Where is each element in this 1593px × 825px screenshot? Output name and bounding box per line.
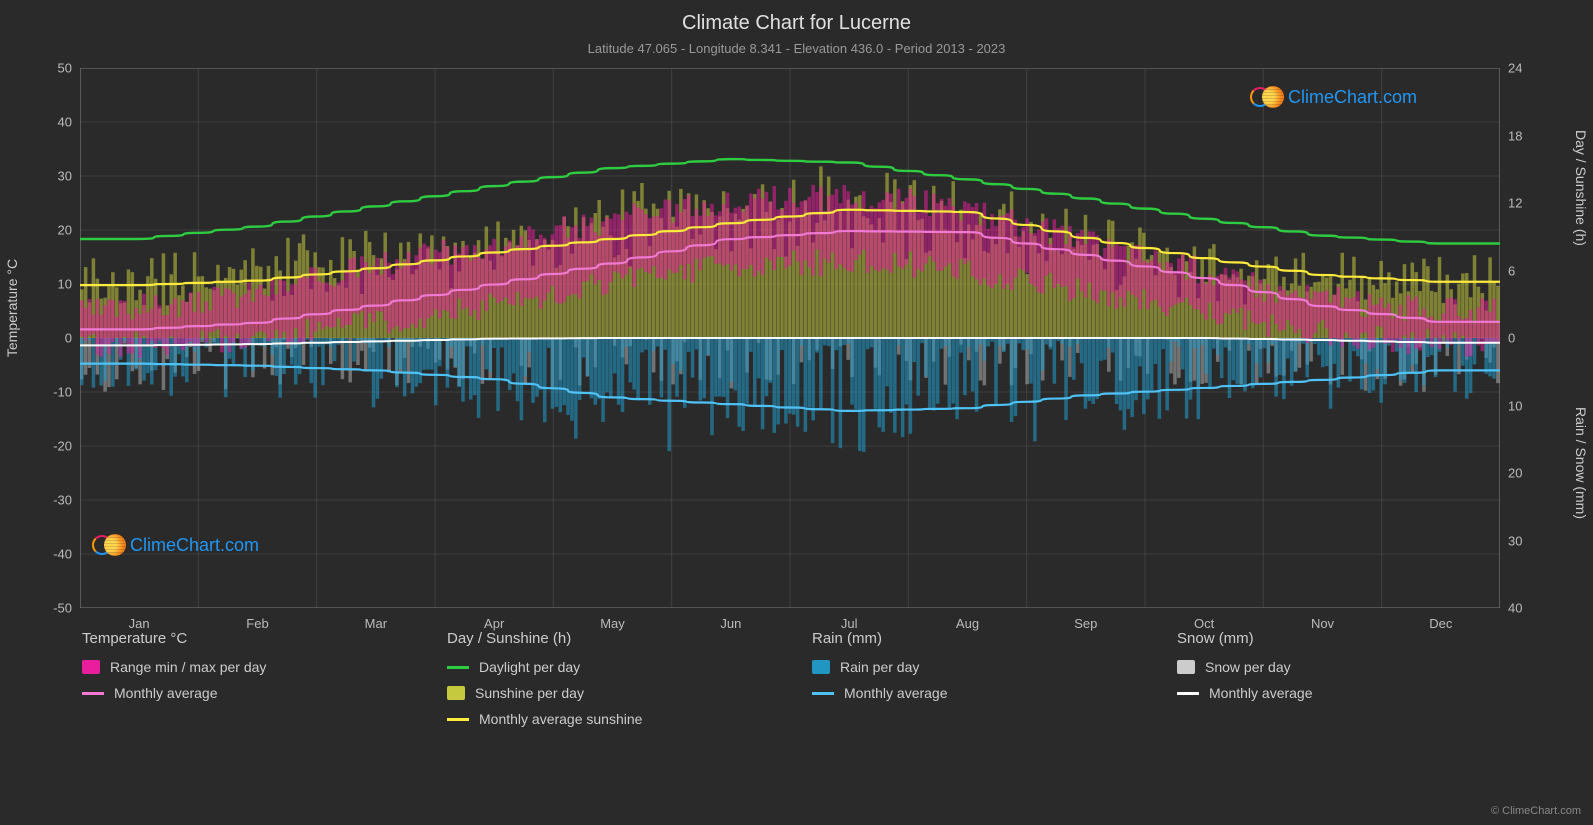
legend-item: Snow per day (1177, 659, 1502, 675)
y-tick-left: 10 (58, 277, 80, 292)
y-tick-right-hours: 0 (1500, 331, 1515, 346)
legend-title: Temperature °C (82, 630, 407, 647)
legend-column: Rain (mm) Rain per day Monthly average (812, 630, 1137, 737)
brand-logo-icon (92, 534, 126, 556)
y-tick-right-precip: 20 (1500, 466, 1522, 481)
y-tick-left: -50 (53, 601, 80, 616)
chart-subtitle: Latitude 47.065 - Longitude 8.341 - Elev… (0, 35, 1593, 56)
y-tick-left: 50 (58, 61, 80, 76)
x-tick-month: Nov (1311, 608, 1334, 631)
y-tick-left: 30 (58, 169, 80, 184)
legend-title: Snow (mm) (1177, 630, 1502, 647)
y-tick-left: -40 (53, 547, 80, 562)
y-tick-right-precip: 30 (1500, 533, 1522, 548)
legend-label: Monthly average (114, 685, 218, 701)
x-tick-month: Jan (129, 608, 150, 631)
watermark-bottom-left: ClimeChart.com (92, 534, 259, 556)
legend-item: Monthly average (812, 685, 1137, 701)
legend-swatch-icon (1177, 660, 1195, 674)
legend-item: Sunshine per day (447, 685, 772, 701)
x-tick-month: Oct (1194, 608, 1214, 631)
legend-column: Temperature °C Range min / max per day Mon… (82, 630, 407, 737)
x-tick-month: Jul (841, 608, 858, 631)
y-axis-right-label-top: Day / Sunshine (h) (1573, 130, 1589, 246)
y-axis-left-label: Temperature °C (4, 259, 20, 357)
legend-column: Snow (mm) Snow per day Monthly average (1177, 630, 1502, 737)
legend-swatch-icon (82, 660, 100, 674)
x-tick-month: Apr (484, 608, 504, 631)
legend-item: Monthly average sunshine (447, 711, 772, 727)
x-tick-month: Aug (956, 608, 979, 631)
legend-item: Range min / max per day (82, 659, 407, 675)
legend-item: Rain per day (812, 659, 1137, 675)
y-tick-right-hours: 18 (1500, 128, 1522, 143)
y-tick-left: -20 (53, 439, 80, 454)
y-axis-right-label-bottom: Rain / Snow (mm) (1573, 407, 1589, 519)
legend-label: Range min / max per day (110, 659, 266, 675)
watermark-top-right: ClimeChart.com (1250, 86, 1417, 108)
chart-plot-area: -50-40-30-20-100102030405006121824102030… (80, 68, 1500, 608)
legend-item: Monthly average (82, 685, 407, 701)
legend-swatch-icon (447, 686, 465, 700)
watermark-text: ClimeChart.com (130, 535, 259, 556)
x-tick-month: Sep (1074, 608, 1097, 631)
legend-label: Sunshine per day (475, 685, 584, 701)
chart-svg (80, 68, 1500, 608)
legend-label: Daylight per day (479, 659, 580, 675)
legend: Temperature °C Range min / max per day Mon… (82, 630, 1502, 737)
x-tick-month: May (600, 608, 625, 631)
legend-line-icon (1177, 692, 1199, 695)
credit-text: © ClimeChart.com (1491, 805, 1581, 817)
brand-logo-icon (1250, 86, 1284, 108)
y-tick-right-hours: 12 (1500, 196, 1522, 211)
y-tick-left: 20 (58, 223, 80, 238)
y-tick-left: -30 (53, 493, 80, 508)
chart-container: Climate Chart for Lucerne Latitude 47.06… (0, 0, 1593, 825)
legend-line-icon (812, 692, 834, 695)
y-tick-right-hours: 24 (1500, 61, 1522, 76)
y-tick-right-precip: 40 (1500, 601, 1522, 616)
legend-title: Day / Sunshine (h) (447, 630, 772, 647)
y-tick-left: 40 (58, 115, 80, 130)
chart-title: Climate Chart for Lucerne (0, 0, 1593, 35)
x-tick-month: Jun (720, 608, 741, 631)
legend-swatch-icon (812, 660, 830, 674)
legend-item: Daylight per day (447, 659, 772, 675)
legend-label: Monthly average (844, 685, 948, 701)
legend-title: Rain (mm) (812, 630, 1137, 647)
legend-label: Monthly average sunshine (479, 711, 642, 727)
legend-label: Snow per day (1205, 659, 1291, 675)
legend-column: Day / Sunshine (h) Daylight per day Sunshi… (447, 630, 772, 737)
y-tick-left: 0 (65, 331, 80, 346)
x-tick-month: Dec (1429, 608, 1452, 631)
legend-line-icon (447, 718, 469, 721)
y-tick-right-hours: 6 (1500, 263, 1515, 278)
legend-line-icon (82, 692, 104, 695)
x-tick-month: Feb (246, 608, 268, 631)
legend-label: Rain per day (840, 659, 919, 675)
x-tick-month: Mar (365, 608, 387, 631)
legend-label: Monthly average (1209, 685, 1313, 701)
legend-line-icon (447, 666, 469, 669)
legend-item: Monthly average (1177, 685, 1502, 701)
y-tick-left: -10 (53, 385, 80, 400)
watermark-text: ClimeChart.com (1288, 87, 1417, 108)
y-tick-right-precip: 10 (1500, 398, 1522, 413)
